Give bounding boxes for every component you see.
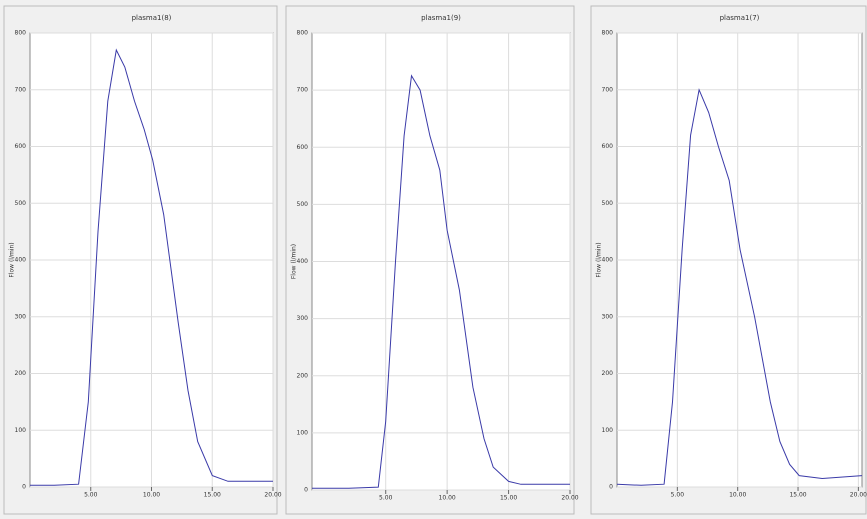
x-tick-label: 10.00 [729, 492, 746, 499]
y-tick-label: 600 [297, 144, 309, 151]
y-tick-label: 400 [15, 257, 27, 264]
y-tick-label: 0 [609, 484, 613, 491]
y-tick-label: 200 [15, 370, 27, 377]
y-tick-label: 100 [297, 429, 309, 436]
chart-title: plasma1(8) [132, 14, 172, 22]
x-tick-label: 5.00 [379, 495, 393, 502]
chart-panel: plasma1(8) Flow (l/min) 0 100 200 300 400 500 60… [3, 5, 282, 515]
data-line [30, 48, 273, 486]
x-tick-label: 5.00 [671, 492, 685, 499]
chart-title: plasma1(7) [720, 14, 760, 22]
y-tick-label: 0 [22, 484, 26, 491]
x-tick-label: 5.00 [84, 492, 98, 499]
y-axis-label: Flow (l/min) [291, 244, 298, 279]
data-line [616, 88, 863, 486]
y-tick-label: 500 [297, 201, 309, 208]
y-tick-label: 300 [602, 313, 614, 320]
y-tick-label: 100 [602, 427, 614, 434]
y-tick-label: 400 [602, 257, 614, 264]
y-axis-label: Flow (l/min) [596, 242, 603, 277]
y-axis-label: Flow (l/min) [9, 242, 16, 277]
y-tick-label: 400 [297, 258, 309, 265]
x-tick-label: 10.00 [439, 495, 456, 502]
x-tick-label: 20.00 [850, 492, 867, 499]
y-tick-label: 300 [297, 315, 309, 322]
chart-panel: plasma1(9) Flow (l/min) 0 100 200 300 400 500 60… [285, 5, 579, 515]
y-tick-label: 700 [297, 87, 309, 94]
y-tick-label: 500 [15, 200, 27, 207]
y-tick-label: 200 [602, 370, 614, 377]
y-tick-label: 700 [602, 86, 614, 93]
chart-title: plasma1(9) [421, 14, 461, 22]
x-tick-label: 10.00 [143, 492, 160, 499]
y-tick-label: 800 [15, 30, 27, 37]
x-tick-label: 15.00 [789, 492, 806, 499]
y-tick-label: 100 [15, 427, 27, 434]
y-tick-label: 600 [602, 143, 614, 150]
y-tick-label: 500 [602, 200, 614, 207]
data-line [312, 74, 570, 489]
y-tick-label: 700 [15, 86, 27, 93]
y-tick-label: 200 [297, 372, 309, 379]
y-tick-label: 300 [15, 313, 27, 320]
y-tick-label: 0 [304, 487, 308, 494]
x-tick-label: 20.00 [264, 492, 281, 499]
chart-panel: plasma1(7) Flow (l/min) 0 100 200 300 400 500 60… [590, 5, 867, 515]
x-tick-label: 15.00 [204, 492, 221, 499]
y-tick-label: 800 [602, 30, 614, 37]
x-tick-label: 20.00 [561, 495, 578, 502]
y-tick-label: 600 [15, 143, 27, 150]
y-tick-label: 800 [297, 30, 309, 37]
x-tick-label: 15.00 [500, 495, 517, 502]
